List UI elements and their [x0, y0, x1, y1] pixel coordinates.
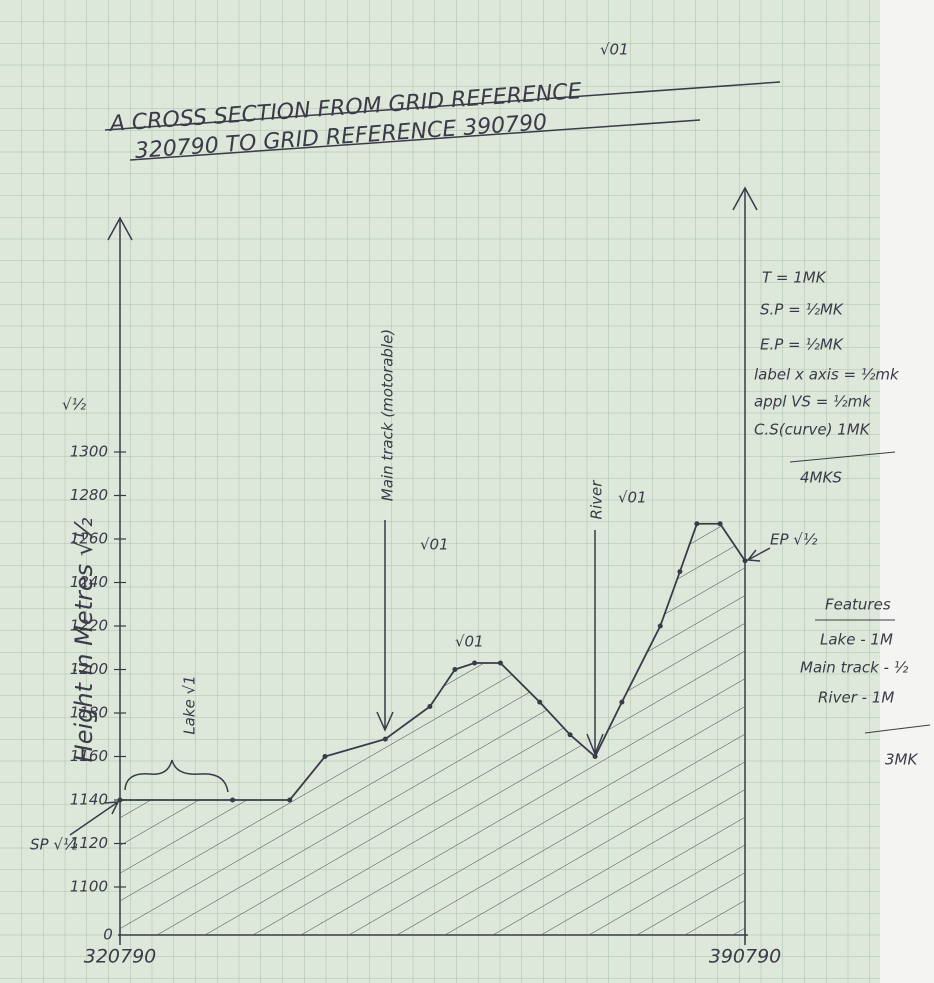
- profile-point: [537, 700, 542, 705]
- profile-point: [230, 798, 235, 803]
- tick-mark-annotation: √01: [420, 536, 449, 554]
- profile-point: [287, 798, 292, 803]
- tick-mark-annotation: √01: [600, 41, 629, 59]
- mark-scheme: T = 1MK: [762, 269, 827, 287]
- profile-point: [677, 569, 682, 574]
- profile-point: [658, 624, 663, 629]
- y-tick-label: 1180: [70, 704, 108, 722]
- feature-total: 3MK: [885, 751, 918, 769]
- x-tick-label: 320790: [84, 946, 157, 968]
- y-tick-label: 1240: [70, 573, 108, 591]
- profile-point: [593, 754, 598, 759]
- mark-scheme: E.P = ½MK: [760, 336, 844, 354]
- page-edge: [880, 0, 934, 983]
- feature-mark: Main track - ½: [800, 659, 909, 677]
- profile-point: [718, 521, 723, 526]
- tick-mark-annotation: √01: [618, 489, 647, 507]
- mark-scheme: S.P = ½MK: [760, 301, 844, 319]
- origin-label: 0: [103, 926, 113, 944]
- y-tick-label: 1220: [70, 617, 108, 635]
- profile-point: [743, 558, 748, 563]
- profile-point: [498, 660, 503, 665]
- profile-point: [427, 704, 432, 709]
- features-heading: Features: [825, 596, 891, 614]
- x-tick-label: 390790: [709, 946, 782, 968]
- feature-mark: Lake - 1M: [820, 631, 893, 649]
- river-label: River: [588, 480, 606, 520]
- profile-point: [452, 667, 457, 672]
- y-tick-label: 1120: [70, 834, 108, 852]
- profile-point: [323, 754, 328, 759]
- mark-scheme: label x axis = ½mk: [754, 366, 900, 384]
- profile-point: [619, 700, 624, 705]
- y-tick-label: 1260: [70, 530, 108, 548]
- profile-point: [472, 660, 477, 665]
- y-tick-label: 1140: [70, 791, 108, 809]
- profile-point: [383, 737, 388, 742]
- profile-point: [568, 732, 573, 737]
- y-tick-label: 1160: [70, 747, 108, 765]
- axis-mark: √½: [62, 396, 87, 414]
- mark-scheme: appl VS = ½mk: [754, 393, 872, 411]
- ep-label: EP √½: [770, 531, 818, 549]
- lake-label: Lake √1: [181, 675, 199, 734]
- feature-mark: River - 1M: [818, 689, 894, 707]
- tick-mark-annotation: √01: [455, 633, 484, 651]
- main-track-label: Main track (motorable): [379, 329, 397, 501]
- y-tick-label: 1200: [70, 660, 108, 678]
- mark-total: 4MKS: [800, 469, 842, 487]
- y-tick-label: 1100: [70, 878, 108, 896]
- profile-point: [118, 798, 123, 803]
- mark-scheme: C.S(curve) 1MK: [754, 421, 871, 439]
- paper: A CROSS SECTION FROM GRID REFERENCE 3207…: [0, 0, 934, 983]
- y-tick-label: 1280: [70, 486, 108, 504]
- y-tick-label: 1300: [70, 443, 108, 461]
- profile-point: [694, 521, 699, 526]
- y-axis-label: Height in Metres √½: [70, 518, 98, 763]
